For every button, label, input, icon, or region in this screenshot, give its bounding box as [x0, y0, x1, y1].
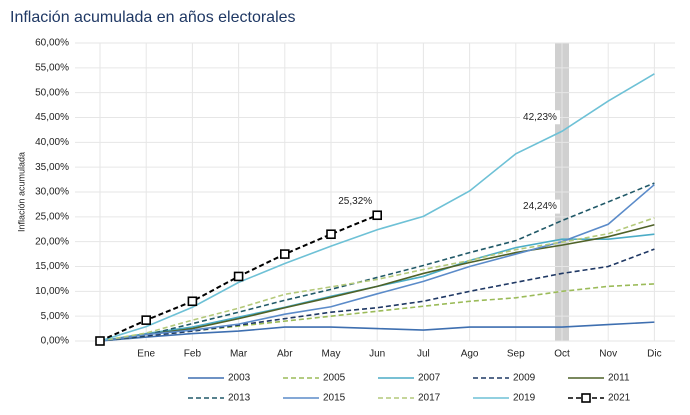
x-tick-label: Feb — [184, 349, 202, 360]
y-tick-label: 5,00% — [41, 311, 69, 322]
y-tick-label: 25,00% — [35, 211, 69, 222]
x-tick-label: Oct — [554, 349, 570, 360]
legend-label: 2019 — [513, 393, 536, 404]
data-label-bg — [520, 110, 560, 125]
series-line — [99, 321, 655, 342]
point-marker — [326, 229, 336, 240]
x-tick-label: Sep — [507, 349, 525, 360]
chart-title: Inflación acumulada en años electorales — [10, 9, 296, 26]
y-tick-label: 35,00% — [35, 162, 69, 173]
x-tick-label: Ago — [461, 349, 479, 360]
legend-label: 2021 — [608, 393, 631, 404]
legend-label: 2011 — [608, 373, 630, 384]
point-marker — [372, 210, 383, 221]
x-tick-label: Ene — [137, 349, 155, 360]
y-axis-label: Inflación acumulada — [16, 152, 26, 232]
legend-label: 2013 — [228, 393, 251, 404]
y-tick-label: 30,00% — [35, 187, 69, 198]
legend-label: 2015 — [323, 393, 346, 404]
series-line — [99, 182, 655, 342]
series-line — [99, 217, 655, 342]
y-tick-label: 10,00% — [35, 286, 69, 297]
data-label-bg — [520, 199, 560, 214]
point-marker — [279, 249, 290, 259]
point-marker — [141, 315, 151, 325]
data-label: 25,32% — [338, 196, 372, 207]
x-tick-label: May — [322, 349, 341, 360]
x-tick-label: Jul — [417, 349, 430, 360]
y-tick-label: 50,00% — [35, 87, 69, 98]
x-tick-label: Mar — [230, 349, 248, 360]
y-tick-label: 55,00% — [35, 62, 69, 73]
y-tick-label: 45,00% — [35, 112, 69, 123]
data-label: 42,23% — [523, 112, 557, 123]
point-marker — [187, 296, 198, 307]
legend-label: 2017 — [418, 393, 441, 404]
legend-label: 2005 — [323, 373, 346, 384]
legend-label: 2007 — [418, 373, 441, 384]
series-line — [99, 73, 655, 342]
y-tick-label: 20,00% — [35, 236, 69, 247]
x-tick-label: Nov — [599, 349, 617, 360]
x-tick-label: Dic — [647, 349, 661, 360]
point-marker — [95, 336, 105, 346]
data-label: 24,24% — [523, 201, 557, 212]
legend-label: 2009 — [513, 373, 536, 384]
series-line — [99, 224, 655, 342]
legend-label: 2003 — [228, 373, 251, 384]
point-marker — [233, 271, 244, 282]
data-label-bg — [335, 194, 376, 209]
x-tick-label: Jun — [369, 349, 385, 360]
y-tick-label: 15,00% — [35, 261, 69, 272]
y-tick-label: 0,00% — [41, 336, 69, 347]
x-tick-label: Abr — [277, 349, 293, 360]
legend-marker — [581, 393, 591, 403]
y-tick-label: 40,00% — [35, 137, 69, 148]
series-line — [99, 248, 655, 342]
y-tick-label: 60,00% — [35, 38, 69, 49]
